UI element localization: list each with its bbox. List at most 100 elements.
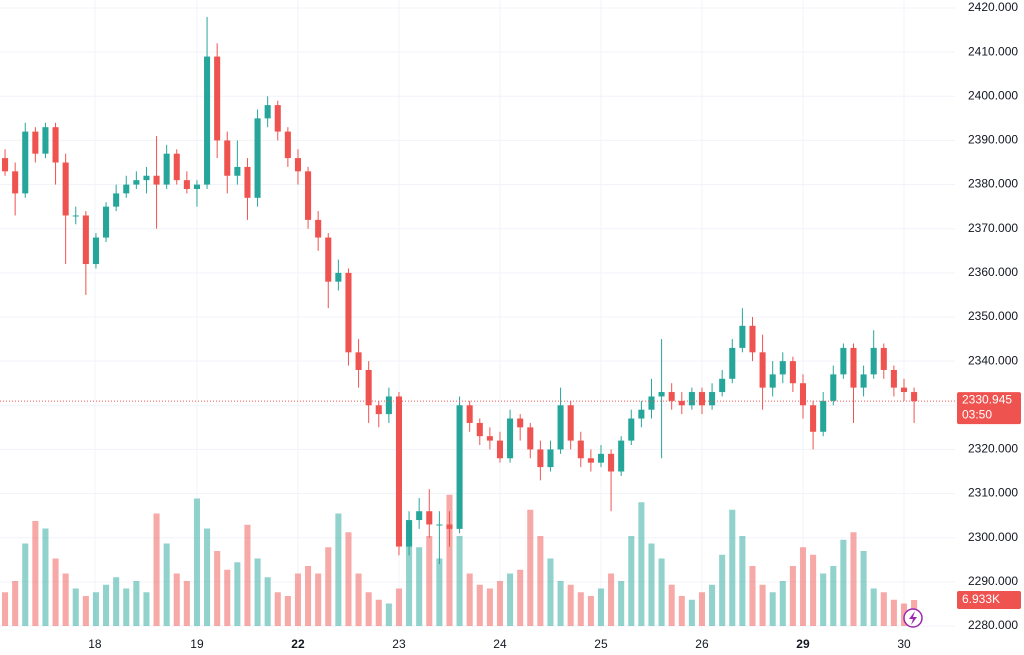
candle-body	[789, 361, 796, 384]
candle-body	[810, 405, 817, 432]
x-tick-label: 19	[190, 637, 204, 651]
volume-bar	[113, 577, 120, 626]
volume-bar	[426, 536, 433, 626]
candle-body	[628, 418, 635, 441]
countdown-label: 03:50	[962, 407, 992, 421]
candle-body	[527, 427, 534, 450]
candle-body	[72, 215, 79, 217]
candle-body	[133, 180, 140, 185]
candle-body	[335, 272, 342, 282]
candle-body	[274, 105, 281, 132]
candle-body	[577, 440, 584, 459]
volume-bar	[305, 566, 312, 626]
volume-bar	[729, 509, 736, 626]
candle-body	[517, 418, 524, 428]
candle-body	[729, 347, 736, 379]
x-tick-label: 26	[695, 637, 709, 651]
volume-bar	[638, 502, 645, 626]
volume-bar	[870, 588, 877, 626]
candle-body	[658, 392, 665, 397]
volume-bar	[335, 513, 342, 626]
candle-body	[214, 56, 221, 141]
candle-body	[103, 206, 110, 238]
volume-bar	[749, 566, 756, 626]
candle-body	[557, 405, 564, 450]
candle-body	[911, 392, 918, 402]
volume-bar	[163, 543, 170, 626]
volume-bar	[820, 573, 827, 626]
volume-bar	[608, 573, 615, 626]
volume-bar	[678, 596, 685, 626]
candle-body	[759, 352, 766, 388]
last-price-box	[957, 392, 1021, 425]
candle-body	[486, 436, 493, 441]
candle-body	[547, 449, 554, 468]
volume-bar	[577, 592, 584, 626]
volume-bar	[214, 551, 221, 626]
volume-bar	[446, 494, 453, 626]
candle-body	[496, 440, 504, 459]
x-tick-label: 22	[291, 637, 305, 651]
candle-body	[2, 158, 9, 172]
candle-body	[52, 127, 59, 163]
volume-bar	[769, 592, 776, 626]
volume-bar	[224, 569, 231, 626]
candle-body	[466, 405, 473, 423]
x-tick-label: 30	[897, 637, 911, 651]
volume-bar	[103, 584, 110, 626]
price-pane	[0, 16, 955, 565]
candle-body	[698, 392, 706, 406]
candle-body	[587, 458, 594, 463]
candle-body	[567, 405, 574, 441]
y-tick-label: 2360.000	[968, 265, 1018, 279]
volume-bar	[789, 566, 796, 626]
candle-body	[638, 409, 645, 419]
y-tick-label: 2370.000	[968, 221, 1018, 235]
candle-body	[62, 162, 69, 216]
candle-body	[345, 272, 352, 353]
candle-body	[173, 153, 180, 181]
volume-bar	[850, 532, 857, 626]
volume-bar	[628, 536, 635, 626]
candle-body	[436, 524, 443, 526]
volume-bar	[82, 596, 89, 626]
y-tick-label: 2410.000	[968, 44, 1018, 58]
candle-body	[244, 166, 251, 198]
lightning-icon[interactable]	[903, 608, 923, 628]
volume-bar	[264, 577, 271, 626]
volume-bar	[658, 558, 665, 626]
volume-bar	[204, 528, 211, 626]
candle-body	[395, 396, 402, 547]
volume-bar	[618, 581, 625, 626]
volume-bar	[688, 599, 695, 626]
volume-bar	[32, 521, 39, 626]
volume-bar	[890, 599, 897, 626]
volume-bar	[840, 539, 847, 626]
volume-bar	[507, 573, 514, 626]
candle-body	[315, 219, 322, 238]
candle-body	[12, 171, 19, 194]
candle-body	[375, 405, 382, 415]
y-tick-label: 2340.000	[968, 353, 1018, 367]
volume-bar	[476, 584, 483, 626]
volume-bar	[274, 592, 281, 626]
y-tick-label: 2320.000	[968, 442, 1018, 456]
candle-body	[709, 392, 716, 406]
grid	[0, 0, 955, 630]
volume-label-box	[957, 591, 1021, 610]
volume-bar	[92, 592, 99, 626]
volume-bar	[739, 536, 746, 626]
x-tick-label: 18	[88, 637, 102, 651]
candle-body	[294, 158, 301, 172]
candle-body	[840, 347, 847, 375]
candle-body	[355, 352, 362, 370]
candle-body	[123, 184, 130, 194]
volume-bar	[234, 562, 241, 626]
candle-body	[769, 374, 776, 388]
y-tick-label: 2420.000	[968, 0, 1018, 14]
y-tick-label: 2280.000	[968, 618, 1018, 632]
y-tick-label: 2380.000	[968, 177, 1018, 191]
candle-body	[476, 422, 483, 437]
volume-bar	[810, 554, 817, 626]
candle-body	[193, 184, 200, 189]
